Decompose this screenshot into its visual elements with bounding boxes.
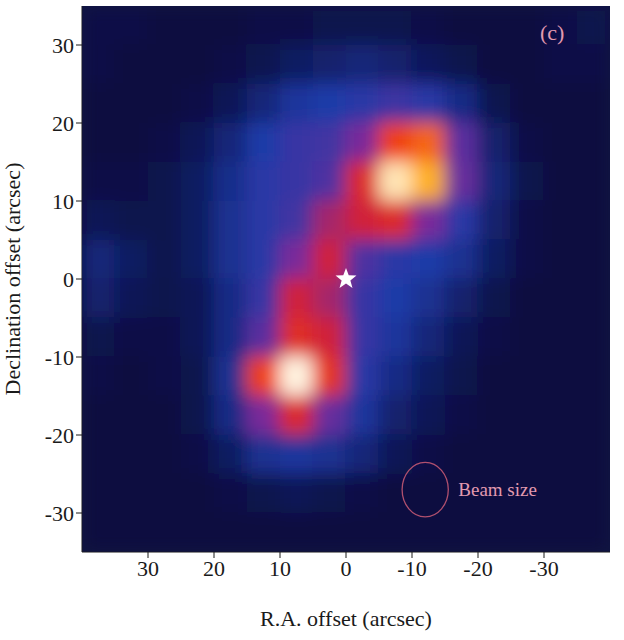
svg-text:-30: -30 bbox=[529, 556, 558, 581]
html-text:(c): (c) bbox=[540, 20, 565, 45]
svg-text:20: 20 bbox=[203, 556, 225, 581]
svg-text:10: 10 bbox=[269, 556, 291, 581]
svg-text:30: 30 bbox=[137, 556, 159, 581]
svg-text:Declination offset (arcsec): Declination offset (arcsec) bbox=[0, 163, 25, 396]
svg-text:Beam size: Beam size bbox=[458, 479, 537, 500]
svg-text:20: 20 bbox=[52, 111, 74, 136]
svg-text:0: 0 bbox=[341, 556, 352, 581]
svg-text:-30: -30 bbox=[45, 501, 74, 526]
svg-text:-10: -10 bbox=[397, 556, 426, 581]
svg-text:10: 10 bbox=[52, 189, 74, 214]
svg-text:-10: -10 bbox=[45, 345, 74, 370]
svg-text:-20: -20 bbox=[463, 556, 492, 581]
svg-text:30: 30 bbox=[52, 33, 74, 58]
svg-text:R.A. offset (arcsec): R.A. offset (arcsec) bbox=[260, 606, 432, 631]
svg-text:-20: -20 bbox=[45, 423, 74, 448]
svg-text:0: 0 bbox=[63, 267, 74, 292]
